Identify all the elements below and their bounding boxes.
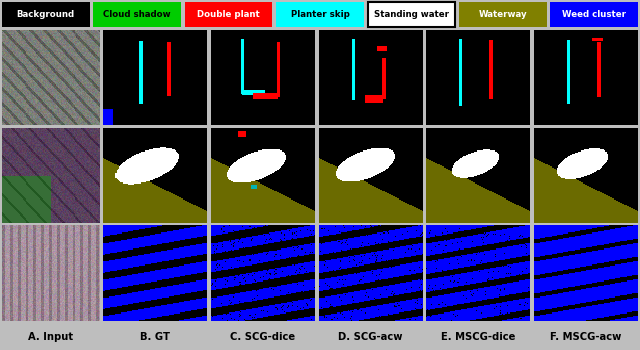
Text: Waterway: Waterway xyxy=(479,10,527,19)
FancyBboxPatch shape xyxy=(550,2,638,27)
Text: Standing water: Standing water xyxy=(374,10,449,19)
Text: Double plant: Double plant xyxy=(197,10,260,19)
FancyBboxPatch shape xyxy=(93,2,181,27)
Text: A. Input: A. Input xyxy=(28,332,73,342)
Text: Weed cluster: Weed cluster xyxy=(563,10,627,19)
Text: B. GT: B. GT xyxy=(140,332,170,342)
Text: E. MSCG-dice: E. MSCG-dice xyxy=(441,332,516,342)
Text: F. MSCG-acw: F. MSCG-acw xyxy=(550,332,622,342)
Text: Planter skip: Planter skip xyxy=(291,10,349,19)
FancyBboxPatch shape xyxy=(367,2,455,27)
FancyBboxPatch shape xyxy=(2,2,90,27)
FancyBboxPatch shape xyxy=(276,2,364,27)
Text: D. SCG-acw: D. SCG-acw xyxy=(339,332,403,342)
FancyBboxPatch shape xyxy=(459,2,547,27)
Text: Background: Background xyxy=(17,10,75,19)
Text: Cloud shadow: Cloud shadow xyxy=(103,10,171,19)
Text: C. SCG-dice: C. SCG-dice xyxy=(230,332,295,342)
FancyBboxPatch shape xyxy=(185,2,273,27)
